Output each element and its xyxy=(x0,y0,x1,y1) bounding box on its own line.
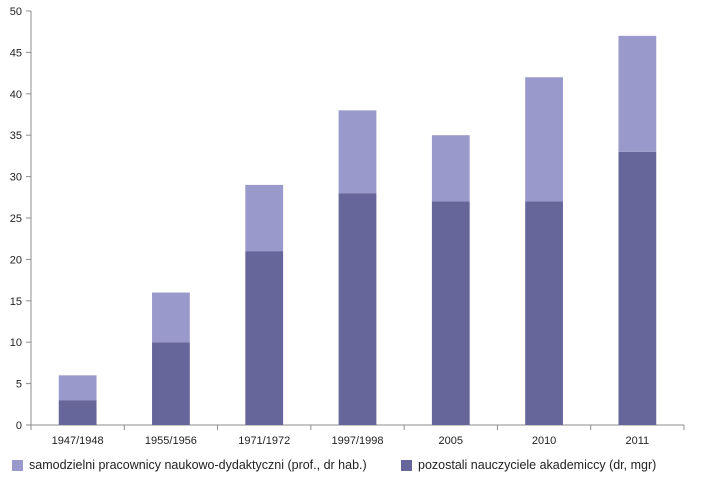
x-axis: 1947/1948 1955/1956 1971/1972 1997/1998 2005… xyxy=(30,424,685,447)
y-tick-label: 0 xyxy=(16,420,22,432)
bars xyxy=(58,35,657,425)
bar-segment-other-academics xyxy=(525,201,563,425)
x-tick-label: 2011 xyxy=(626,435,650,447)
bar-segment-other-academics xyxy=(618,151,657,425)
x-tick-label: 2010 xyxy=(532,435,556,447)
bar-segment-other-academics xyxy=(431,201,470,425)
legend-item-professors: samodzielni pracownicy naukowo-dydaktycz… xyxy=(12,458,367,472)
bar-segment-professors xyxy=(58,375,97,401)
y-tick-label: 40 xyxy=(10,89,22,101)
y-tick-label: 30 xyxy=(10,172,22,184)
bar-segment-other-academics xyxy=(338,193,377,425)
bar-segment-other-academics xyxy=(245,251,284,425)
y-tick-label: 25 xyxy=(10,213,22,225)
bar-segment-professors xyxy=(338,110,377,194)
y-axis: 0 5 10 15 20 25 30 35 40 45 50 xyxy=(10,6,32,432)
bar-segment-professors xyxy=(245,184,284,252)
bar-segment-professors xyxy=(618,35,657,152)
y-tick-label: 10 xyxy=(10,337,22,349)
x-tick-label: 1955/1956 xyxy=(145,435,197,447)
x-tick-label: 1947/1948 xyxy=(52,435,104,447)
legend-label-professors: samodzielni pracownicy naukowo-dydaktycz… xyxy=(29,458,367,472)
x-tick-label: 1997/1998 xyxy=(332,435,384,447)
bar-segment-professors xyxy=(152,292,190,343)
bar-segment-other-academics xyxy=(58,400,97,425)
y-tick-label: 20 xyxy=(10,254,22,266)
y-tick-label: 15 xyxy=(10,296,22,308)
bar-segment-professors xyxy=(431,135,470,202)
y-tick-label: 5 xyxy=(16,379,22,391)
bar-segment-professors xyxy=(525,77,563,202)
x-tick-label: 1971/1972 xyxy=(238,435,290,447)
y-tick-label: 35 xyxy=(10,130,22,142)
bar-segment-other-academics xyxy=(152,342,190,425)
legend: samodzielni pracownicy naukowo-dydaktycz… xyxy=(0,458,715,482)
legend-item-other-academics: pozostali nauczyciele akademiccy (dr, mg… xyxy=(401,458,656,472)
y-tick-label: 45 xyxy=(10,47,22,59)
y-tick-label: 50 xyxy=(10,6,22,18)
legend-label-other-academics: pozostali nauczyciele akademiccy (dr, mg… xyxy=(418,458,657,472)
legend-swatch-other-academics xyxy=(401,459,412,471)
legend-swatch-professors xyxy=(12,459,23,471)
x-tick-label: 2005 xyxy=(439,435,463,447)
